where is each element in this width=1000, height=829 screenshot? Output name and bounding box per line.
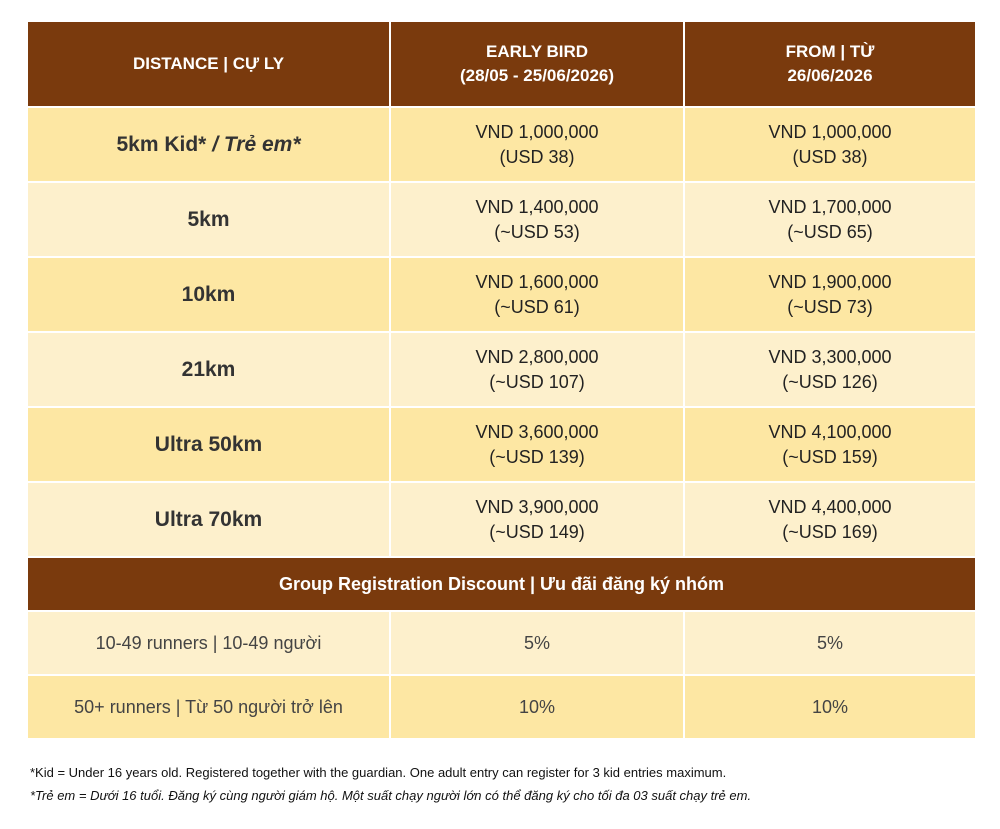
distance-cell: 10km <box>28 258 389 331</box>
distance-label: 5km <box>187 207 229 232</box>
price-text: VND 1,400,000 <box>475 196 599 217</box>
price-cell: VND 3,900,000 (~USD 149) <box>391 483 683 556</box>
price-text: (~USD 149) <box>489 521 585 542</box>
distance-text: 5km Kid* <box>116 133 207 156</box>
distance-text: 21km <box>181 358 236 381</box>
price-text: VND 4,400,000 <box>768 496 892 517</box>
distance-label: Ultra 70km <box>155 507 262 532</box>
price-text: (~USD 65) <box>787 221 873 242</box>
price-cell: VND 3,300,000 (~USD 126) <box>685 333 975 406</box>
distance-text: Ultra 70km <box>154 508 263 531</box>
header-cell: DISTANCE | CỰ LY <box>28 22 389 106</box>
group-label: 50+ runners | Từ 50 người trở lên <box>28 676 389 738</box>
price-cell: VND 1,000,000 (USD 38) <box>391 108 683 181</box>
header-text: 26/06/2026 <box>787 66 873 85</box>
price-cell: VND 2,800,000 (~USD 107) <box>391 333 683 406</box>
price-cell: VND 1,400,000 (~USD 53) <box>391 183 683 256</box>
header-cell: FROM | TỪ 26/06/2026 <box>685 22 975 106</box>
price-text: VND 1,000,000 <box>475 121 599 142</box>
price-text: (~USD 53) <box>494 221 580 242</box>
price-text: (~USD 159) <box>782 446 878 467</box>
price-text: VND 3,900,000 <box>475 496 599 517</box>
price-cell: VND 3,600,000 (~USD 139) <box>391 408 683 481</box>
footnote: *Kid = Under 16 years old. Registered to… <box>30 765 727 780</box>
price-text: (~USD 126) <box>782 371 878 392</box>
discount-cell: 5% <box>685 612 975 674</box>
price-cell: VND 1,000,000 (USD 38) <box>685 108 975 181</box>
group-title: Group Registration Discount | Ưu đãi đăn… <box>28 558 975 610</box>
price-text: VND 4,100,000 <box>768 421 892 442</box>
discount-cell: 10% <box>391 676 683 738</box>
price-text: VND 1,600,000 <box>475 271 599 292</box>
price-text: (USD 38) <box>499 146 575 167</box>
header-text: FROM | TỪ <box>785 42 875 61</box>
price-text: (~USD 73) <box>787 296 873 317</box>
price-cell: VND 4,100,000 (~USD 159) <box>685 408 975 481</box>
header-text: (28/05 - 25/06/2026) <box>459 66 615 85</box>
price-table: DISTANCE | CỰ LY EARLY BIRD (28/05 - 25/06… <box>28 22 975 738</box>
distance-text: 5km <box>187 208 230 231</box>
price-cell: VND 1,600,000 (~USD 61) <box>391 258 683 331</box>
header-text: EARLY BIRD <box>485 42 589 61</box>
price-text: (USD 38) <box>792 146 868 167</box>
price-text: VND 2,800,000 <box>475 346 599 367</box>
price-cell: VND 1,700,000 (~USD 65) <box>685 183 975 256</box>
distance-cell: Ultra 50km <box>28 408 389 481</box>
distance-text: Ultra 50km <box>154 433 263 456</box>
distance-cell: Ultra 70km <box>28 483 389 556</box>
price-text: VND 1,700,000 <box>768 196 892 217</box>
price-text: (~USD 61) <box>494 296 580 317</box>
price-cell: VND 1,900,000 (~USD 73) <box>685 258 975 331</box>
group-label: 10-49 runners | 10-49 người <box>28 612 389 674</box>
price-text: VND 1,000,000 <box>768 121 892 142</box>
price-text: (~USD 169) <box>782 521 878 542</box>
distance-label: 10km <box>182 282 236 307</box>
price-text: (~USD 107) <box>489 371 585 392</box>
price-text: VND 1,900,000 <box>768 271 892 292</box>
header-cell: EARLY BIRD (28/05 - 25/06/2026) <box>391 22 683 106</box>
price-text: VND 3,300,000 <box>768 346 892 367</box>
distance-cell: 21km <box>28 333 389 406</box>
discount-cell: 10% <box>685 676 975 738</box>
price-text: VND 3,600,000 <box>475 421 599 442</box>
distance-label: 5km Kid* / Trẻ em* <box>116 132 300 157</box>
distance-cell: 5km Kid* / Trẻ em* <box>28 108 389 181</box>
distance-text: 10km <box>181 283 236 306</box>
footnote: *Trẻ em = Dưới 16 tuổi. Đăng ký cùng ngư… <box>30 788 752 803</box>
price-cell: VND 4,400,000 (~USD 169) <box>685 483 975 556</box>
distance-label: Ultra 50km <box>155 432 262 457</box>
discount-cell: 5% <box>391 612 683 674</box>
distance-text-italic: / Trẻ em* <box>212 133 301 156</box>
price-text: (~USD 139) <box>489 446 585 467</box>
distance-cell: 5km <box>28 183 389 256</box>
header-text: DISTANCE | CỰ LY <box>132 54 285 73</box>
distance-label: 21km <box>182 357 236 382</box>
